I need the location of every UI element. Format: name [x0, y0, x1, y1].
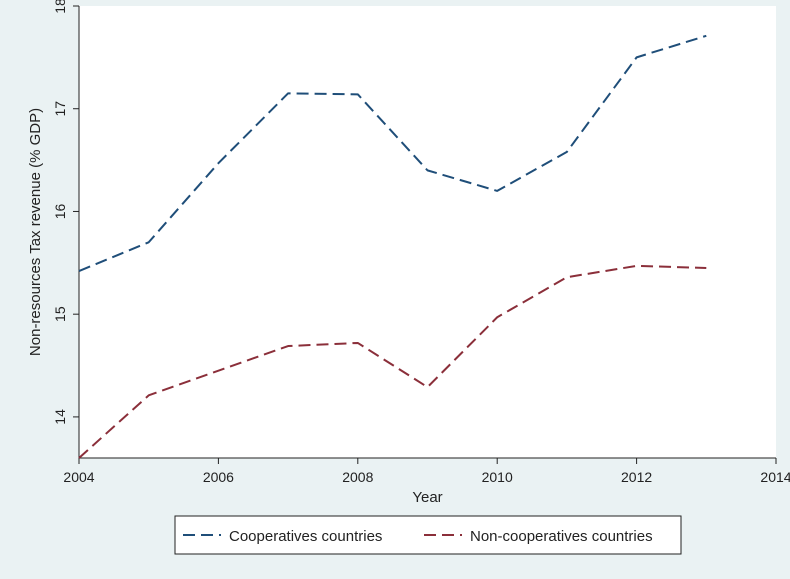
legend: Cooperatives countries Non-cooperatives … — [174, 515, 682, 555]
x-axis: 2004 2006 2008 2010 2012 2014 — [63, 457, 790, 485]
legend-label-cooperatives: Cooperatives countries — [229, 528, 382, 545]
x-axis-title: Year — [412, 489, 442, 506]
x-tick-label: 2004 — [63, 469, 94, 485]
series-layer — [78, 34, 707, 459]
x-tick-label: 2006 — [203, 469, 234, 485]
x-tick-label: 2014 — [760, 469, 790, 485]
legend-label-non-cooperatives: Non-cooperatives countries — [470, 528, 653, 545]
y-tick-label: 18 — [52, 0, 68, 14]
series-line-non-cooperatives — [78, 264, 707, 459]
y-tick-label: 16 — [52, 203, 68, 219]
y-axis: 14 15 16 17 18 — [52, 0, 80, 458]
y-tick-label: 15 — [52, 306, 68, 322]
y-tick-label: 17 — [52, 101, 68, 117]
x-tick-label: 2008 — [342, 469, 373, 485]
y-axis-title: Non-resources Tax revenue (% GDP) — [27, 108, 44, 356]
x-tick-label: 2010 — [482, 469, 513, 485]
plot-area — [79, 6, 776, 458]
x-tick-label: 2012 — [621, 469, 652, 485]
y-tick-label: 14 — [52, 409, 68, 425]
series-line-cooperatives — [78, 34, 707, 272]
